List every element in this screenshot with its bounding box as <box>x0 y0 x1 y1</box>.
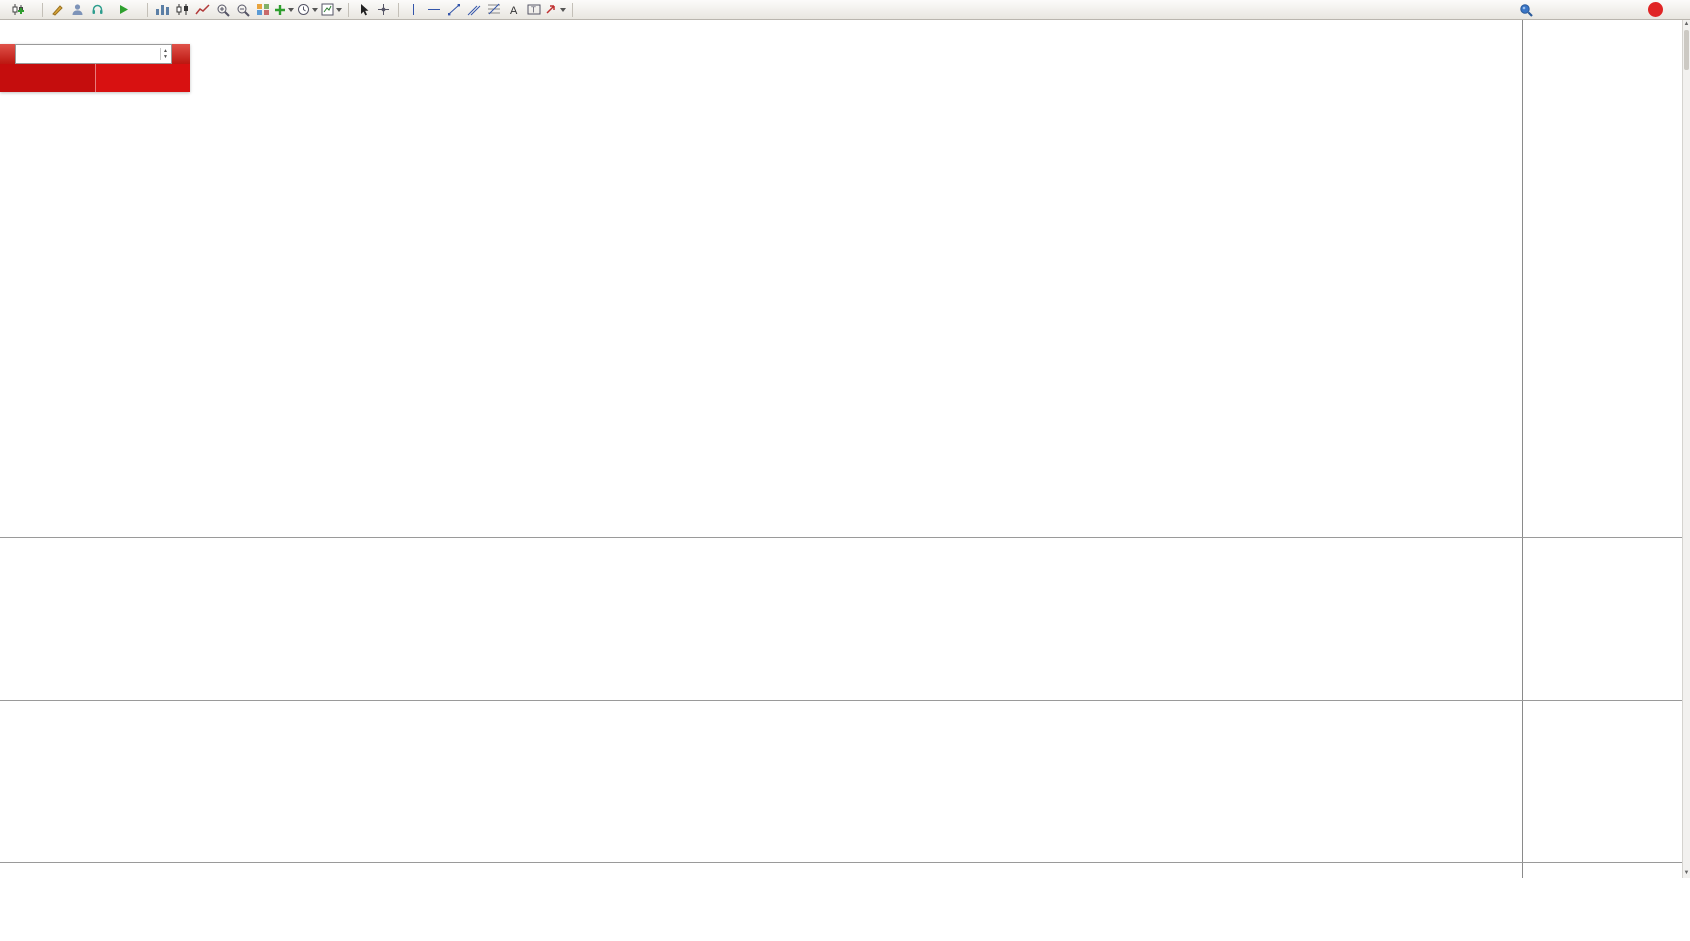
pen-icon[interactable] <box>48 1 67 19</box>
user-icon[interactable] <box>68 1 87 19</box>
price-axis[interactable] <box>1522 20 1682 878</box>
time-axis[interactable] <box>0 862 1522 878</box>
candlestick-chart[interactable] <box>0 20 1522 537</box>
toolbar-separator <box>348 2 349 17</box>
price-chart-panel[interactable]: ▲ ▼ <box>0 20 1522 537</box>
rsi-label <box>4 704 8 715</box>
cursor-icon[interactable] <box>354 1 373 19</box>
window-bottom-area <box>0 879 1690 941</box>
fibonacci-icon[interactable] <box>484 1 503 19</box>
headset-icon[interactable] <box>88 1 107 19</box>
text-label-icon[interactable]: A <box>504 1 523 19</box>
period-clock-icon[interactable] <box>296 1 319 19</box>
notification-badge[interactable] <box>1648 2 1663 17</box>
equidistant-channel-icon[interactable] <box>464 1 483 19</box>
volume-input[interactable] <box>17 48 160 60</box>
rsi-chart <box>0 700 1522 862</box>
line-chart-icon[interactable] <box>193 1 212 19</box>
toolbar-separator <box>147 2 148 17</box>
template-icon[interactable] <box>320 1 343 19</box>
play-icon <box>114 1 133 19</box>
text-frame-icon[interactable]: T <box>524 1 543 19</box>
add-indicator-icon[interactable] <box>273 1 295 19</box>
panel-separator <box>0 862 1682 863</box>
trendline-icon[interactable] <box>444 1 463 19</box>
vertical-line-icon[interactable] <box>404 1 423 19</box>
horizontal-line-icon[interactable] <box>424 1 443 19</box>
toolbar-separator <box>572 2 573 17</box>
new-order-icon <box>9 1 28 19</box>
macd-indicator-panel[interactable] <box>0 537 1522 700</box>
dropdown-caret <box>336 7 342 12</box>
volume-field: ▲ ▼ <box>14 44 172 64</box>
scroll-up-icon[interactable]: ▲ <box>1683 21 1690 27</box>
rsi-indicator-panel[interactable] <box>0 700 1522 862</box>
scroll-down-icon[interactable]: ▼ <box>1683 870 1690 876</box>
svg-text:T: T <box>531 6 536 15</box>
macd-label <box>4 541 8 552</box>
buy-button[interactable] <box>171 44 190 64</box>
toolbar-separator <box>42 2 43 17</box>
scrollbar-thumb[interactable] <box>1684 30 1689 70</box>
volume-stepper[interactable]: ▲ ▼ <box>159 48 171 60</box>
macd-chart <box>0 537 1522 700</box>
dropdown-caret <box>560 7 566 12</box>
toolbar-separator <box>398 2 399 17</box>
search-icon[interactable] <box>1516 1 1535 19</box>
candlestick-chart-icon[interactable] <box>173 1 192 19</box>
dropdown-caret <box>288 7 294 12</box>
sell-button[interactable] <box>0 44 15 64</box>
auto-trading-button[interactable] <box>108 1 142 19</box>
bar-chart-icon[interactable] <box>153 1 172 19</box>
sell-price[interactable] <box>0 64 96 92</box>
tile-windows-icon[interactable] <box>253 1 272 19</box>
stepper-down-icon[interactable]: ▼ <box>163 54 168 60</box>
zoom-out-icon[interactable] <box>233 1 252 19</box>
svg-text:A: A <box>510 5 518 16</box>
buy-price[interactable] <box>95 64 190 92</box>
main-toolbar: A T <box>0 0 1690 20</box>
vertical-scrollbar[interactable]: ▲ ▼ <box>1682 20 1690 878</box>
crosshair-icon[interactable] <box>374 1 393 19</box>
stepper-up-icon[interactable]: ▲ <box>163 48 168 54</box>
panel-separator[interactable] <box>0 700 1682 701</box>
zoom-in-icon[interactable] <box>213 1 232 19</box>
new-order-button[interactable] <box>3 1 37 19</box>
panel-separator[interactable] <box>0 537 1682 538</box>
dropdown-caret <box>312 7 318 12</box>
one-click-trading-panel: ▲ ▼ <box>0 44 190 92</box>
arrow-shapes-icon[interactable] <box>544 1 567 19</box>
